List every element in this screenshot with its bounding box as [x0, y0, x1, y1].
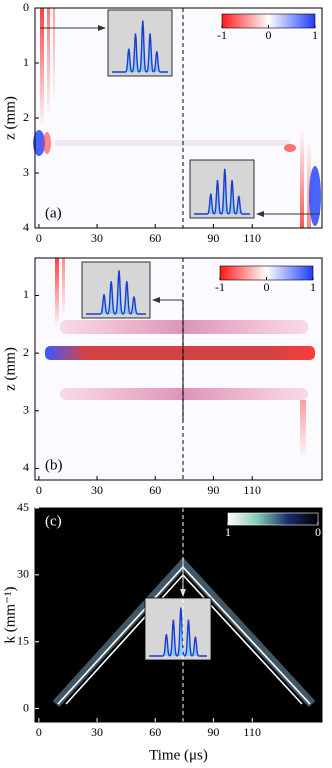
pulse [86, 270, 146, 315]
x-tick-label: 30 [91, 483, 103, 497]
y-tick-label: 3 [23, 165, 29, 179]
y-axis-label: k (mm⁻¹) [2, 587, 18, 644]
x-tick-label: 30 [91, 725, 103, 739]
plot-frame [34, 257, 323, 481]
inset [144, 597, 212, 661]
colorbar-tick-label: 0 [264, 280, 270, 294]
panel-label: (a) [45, 205, 62, 221]
inset [189, 159, 255, 219]
y-tick-label: 15 [17, 634, 29, 648]
y-axis-label: z (mm) [2, 96, 18, 140]
inset [81, 261, 151, 319]
pulse [194, 168, 250, 215]
colorbar-tick-label: 0 [315, 525, 321, 539]
x-axis-label: Time (μs) [149, 747, 208, 763]
y-tick-label: 1 [23, 287, 29, 301]
y-axis-label: z (mm) [2, 347, 18, 391]
y-tick-label: 0 [23, 700, 29, 714]
y-tick-label: 30 [17, 567, 29, 581]
y-tick-label: 2 [23, 345, 29, 359]
colorbar-tick-label: 1 [312, 28, 318, 42]
x-tick-label: 110 [243, 483, 261, 497]
x-tick-label: 0 [36, 725, 42, 739]
colorbar-tick-label: 1 [310, 280, 316, 294]
colorbar [227, 512, 319, 526]
x-tick-label: 90 [207, 231, 219, 245]
x-tick-label: 60 [149, 725, 161, 739]
y-tick-label: 45 [17, 500, 29, 514]
x-tick-label: 0 [36, 231, 42, 245]
y-tick-label: 1 [23, 55, 29, 69]
pulse [112, 20, 168, 73]
x-tick-label: 110 [243, 231, 261, 245]
panel-label: (b) [45, 457, 63, 473]
y-tick-label: 3 [23, 403, 29, 417]
x-tick-label: 90 [207, 483, 219, 497]
x-tick-label: 0 [36, 483, 42, 497]
y-tick-label: 4 [23, 460, 29, 474]
panel-a-image [33, 8, 322, 228]
x-tick-label: 60 [149, 231, 161, 245]
colorbar-tick-label: 0 [266, 28, 272, 42]
y-tick-label: 2 [23, 110, 29, 124]
colorbar-tick-label: -1 [215, 280, 225, 294]
y-tick-label: 0 [23, 0, 29, 14]
x-tick-label: 60 [149, 483, 161, 497]
panel-label: (c) [45, 513, 62, 529]
colorbar-tick-label: 1 [225, 525, 231, 539]
plot-frame [34, 507, 323, 723]
inset [107, 9, 173, 77]
panel-c-image [35, 508, 322, 722]
x-tick-label: 110 [243, 725, 261, 739]
pulse [149, 607, 207, 657]
colorbar-tick-label: -1 [217, 28, 227, 42]
panel-b-image [35, 258, 322, 480]
x-tick-label: 90 [207, 725, 219, 739]
y-tick-label: 4 [23, 220, 29, 234]
x-tick-label: 30 [91, 231, 103, 245]
